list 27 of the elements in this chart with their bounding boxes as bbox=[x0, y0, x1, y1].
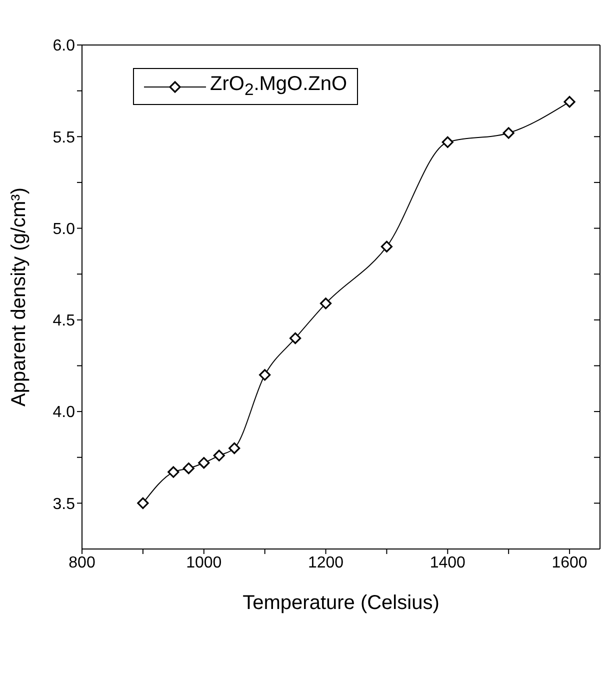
point bbox=[289, 332, 302, 344]
point bbox=[228, 442, 240, 454]
x-tick-label: 1600 bbox=[552, 554, 588, 572]
point bbox=[380, 240, 393, 252]
y-axis-title: Apparent density (g/cm³) bbox=[8, 188, 30, 406]
point bbox=[213, 450, 225, 462]
point bbox=[182, 462, 194, 474]
x-tick-label: 800 bbox=[68, 554, 96, 572]
x-tick-label: 1200 bbox=[308, 554, 344, 572]
y-tick-label: 3.5 bbox=[52, 496, 76, 513]
y-tick-label: 4.5 bbox=[52, 312, 76, 330]
y-tick-label: 4.0 bbox=[52, 404, 76, 422]
point bbox=[137, 497, 149, 509]
x-tick-label: 1000 bbox=[186, 554, 222, 572]
point bbox=[168, 466, 180, 478]
y-tick-label: 5.5 bbox=[52, 129, 76, 146]
x-axis-title: Temperature (Celsius) bbox=[242, 592, 440, 614]
y-tick-label: 5.0 bbox=[52, 220, 76, 238]
point bbox=[320, 298, 332, 310]
y-tick-label: 6.0 bbox=[52, 38, 76, 55]
legend-label: ZrO$_{2}$.MgO.ZnO bbox=[210, 73, 348, 100]
point bbox=[259, 369, 271, 381]
point bbox=[564, 96, 576, 108]
point bbox=[442, 136, 454, 148]
point bbox=[198, 457, 210, 469]
point bbox=[502, 127, 514, 139]
x-tick-label: 1400 bbox=[430, 554, 466, 572]
